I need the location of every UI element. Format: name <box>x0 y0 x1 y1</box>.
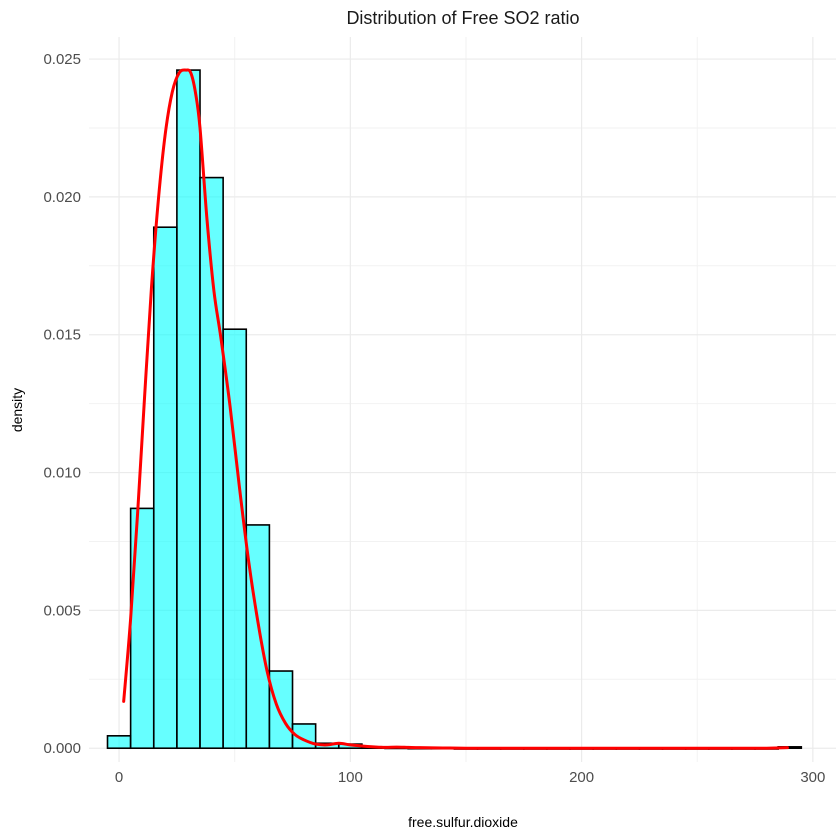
y-tick-label: 0.025 <box>43 51 81 68</box>
density-curve <box>122 68 789 750</box>
x-axis-ticks: 0 100 200 300 <box>115 769 825 786</box>
histogram-bar <box>152 226 178 750</box>
histogram-bar <box>106 735 132 750</box>
y-tick-label: 0.015 <box>43 327 81 344</box>
histogram-bar <box>222 328 248 750</box>
histogram-bar <box>176 69 201 750</box>
x-axis-title: free.sulfur.dioxide <box>408 814 518 830</box>
histogram-bar <box>268 670 294 750</box>
y-tick-label: 0.005 <box>43 602 81 619</box>
y-tick-label: 0.010 <box>43 465 81 482</box>
chart-title: Distribution of Free SO2 ratio <box>346 8 579 28</box>
y-tick-label: 0.020 <box>43 189 81 206</box>
y-axis-ticks: 0.000 0.005 0.010 0.015 0.020 0.025 <box>43 51 81 757</box>
x-tick-label: 200 <box>569 769 594 786</box>
x-tick-label: 0 <box>115 769 123 786</box>
y-tick-label: 0.000 <box>43 740 81 757</box>
y-axis-title: density <box>9 388 25 432</box>
x-tick-label: 300 <box>800 769 825 786</box>
x-tick-label: 100 <box>338 769 363 786</box>
